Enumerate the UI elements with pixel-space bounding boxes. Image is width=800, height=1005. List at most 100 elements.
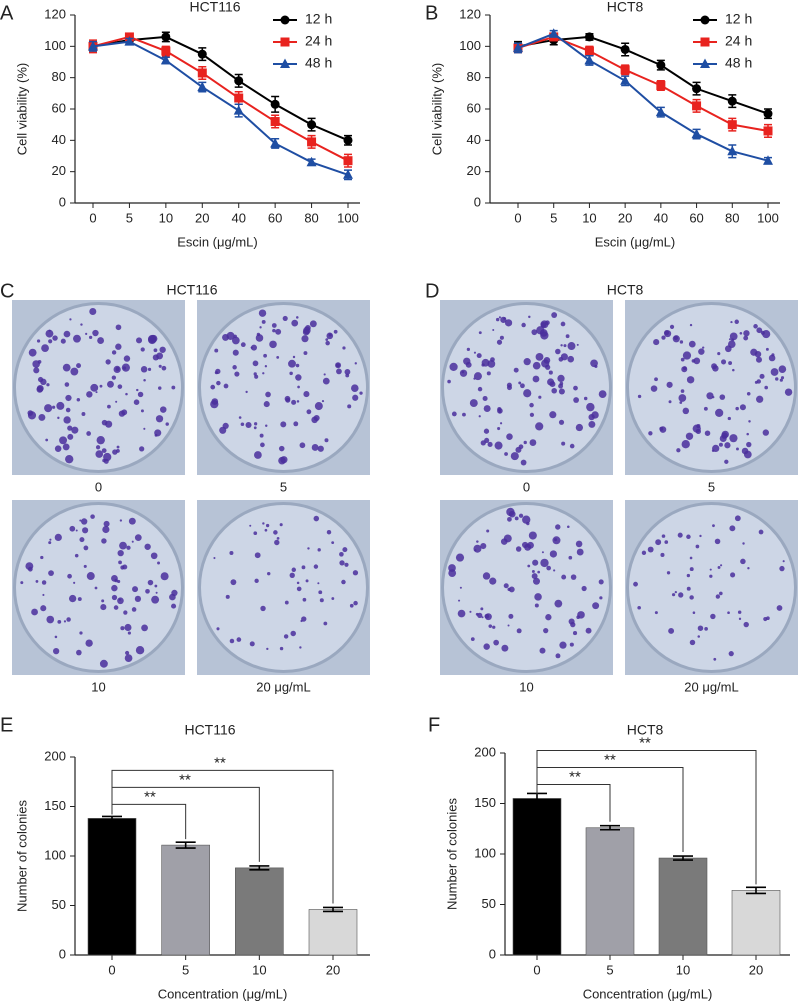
colony (775, 377, 779, 381)
colony (506, 433, 513, 440)
panel-label: F (428, 714, 440, 736)
colony (105, 420, 113, 428)
well (198, 502, 369, 673)
colony (686, 573, 691, 578)
legend-label: 24 h (305, 33, 332, 49)
colony (272, 328, 276, 333)
colony (351, 384, 359, 392)
colony (545, 364, 551, 370)
colony (111, 375, 117, 380)
colony (296, 581, 300, 585)
colony (116, 445, 120, 449)
colony (144, 543, 151, 550)
marker (197, 49, 207, 59)
colony (565, 334, 570, 339)
colony (275, 328, 282, 335)
colony (712, 444, 720, 453)
colony (484, 613, 490, 619)
colony (666, 381, 673, 388)
colony (101, 599, 105, 603)
colony (94, 586, 98, 590)
colony (296, 316, 299, 319)
y-tick-label: 40 (467, 132, 481, 147)
colony (49, 538, 52, 541)
y-tick-label: 20 (52, 163, 66, 178)
colony (668, 400, 672, 404)
image-label: 20 μg/mL (684, 679, 738, 694)
colony (56, 401, 65, 410)
colony (45, 438, 49, 442)
colony (557, 374, 565, 383)
marker (763, 109, 773, 119)
colony (250, 344, 257, 351)
marker (233, 105, 244, 115)
colony (289, 371, 293, 376)
y-axis-label: Number of colonies (14, 800, 29, 912)
bar (87, 818, 137, 956)
colony (482, 572, 491, 580)
colony (69, 525, 76, 532)
colony (100, 604, 107, 611)
marker (692, 84, 702, 94)
colony (558, 383, 564, 389)
colony (682, 366, 687, 371)
colony (214, 371, 218, 375)
colony (551, 312, 558, 319)
colony (301, 616, 307, 622)
colony (729, 434, 738, 443)
colony (758, 529, 764, 535)
bar (512, 798, 562, 956)
colony (155, 415, 164, 423)
colony (66, 617, 71, 622)
colony (238, 416, 242, 419)
colony (531, 329, 538, 336)
colony (704, 627, 708, 631)
colony (119, 541, 127, 550)
colony (734, 515, 741, 522)
colony (117, 597, 124, 605)
colony (126, 545, 131, 550)
colony (296, 586, 302, 592)
colony (681, 440, 690, 449)
colony (88, 335, 93, 340)
colony (223, 383, 229, 389)
colony (264, 365, 268, 368)
colony (771, 353, 775, 357)
y-axis-label: Cell viability (%) (429, 63, 444, 155)
colony (57, 416, 60, 420)
error-bar (323, 906, 343, 913)
colony (507, 516, 512, 522)
x-tick-label: 60 (268, 210, 282, 225)
colony (529, 412, 535, 417)
marker (197, 81, 208, 92)
colony (641, 550, 647, 555)
colony (62, 443, 70, 451)
colony (523, 440, 527, 445)
colony (668, 628, 675, 634)
colony (560, 321, 566, 327)
colony (25, 562, 34, 571)
colony (273, 530, 278, 535)
colony (699, 534, 702, 538)
colony (160, 572, 169, 581)
colony (737, 610, 742, 614)
marker (161, 46, 171, 56)
colony (46, 615, 55, 624)
bar (308, 909, 358, 956)
colony (52, 335, 58, 341)
colony (137, 391, 144, 398)
colony (715, 408, 724, 417)
colony (99, 659, 108, 668)
colony (210, 400, 219, 409)
series-line (517, 32, 769, 162)
colony (712, 365, 719, 372)
colony (253, 372, 257, 376)
colony (111, 350, 117, 355)
colony (339, 560, 345, 566)
colony (291, 319, 299, 327)
x-tick-label: 20 (749, 962, 763, 977)
colony (780, 376, 785, 380)
colony (80, 518, 88, 525)
colony (534, 593, 542, 601)
